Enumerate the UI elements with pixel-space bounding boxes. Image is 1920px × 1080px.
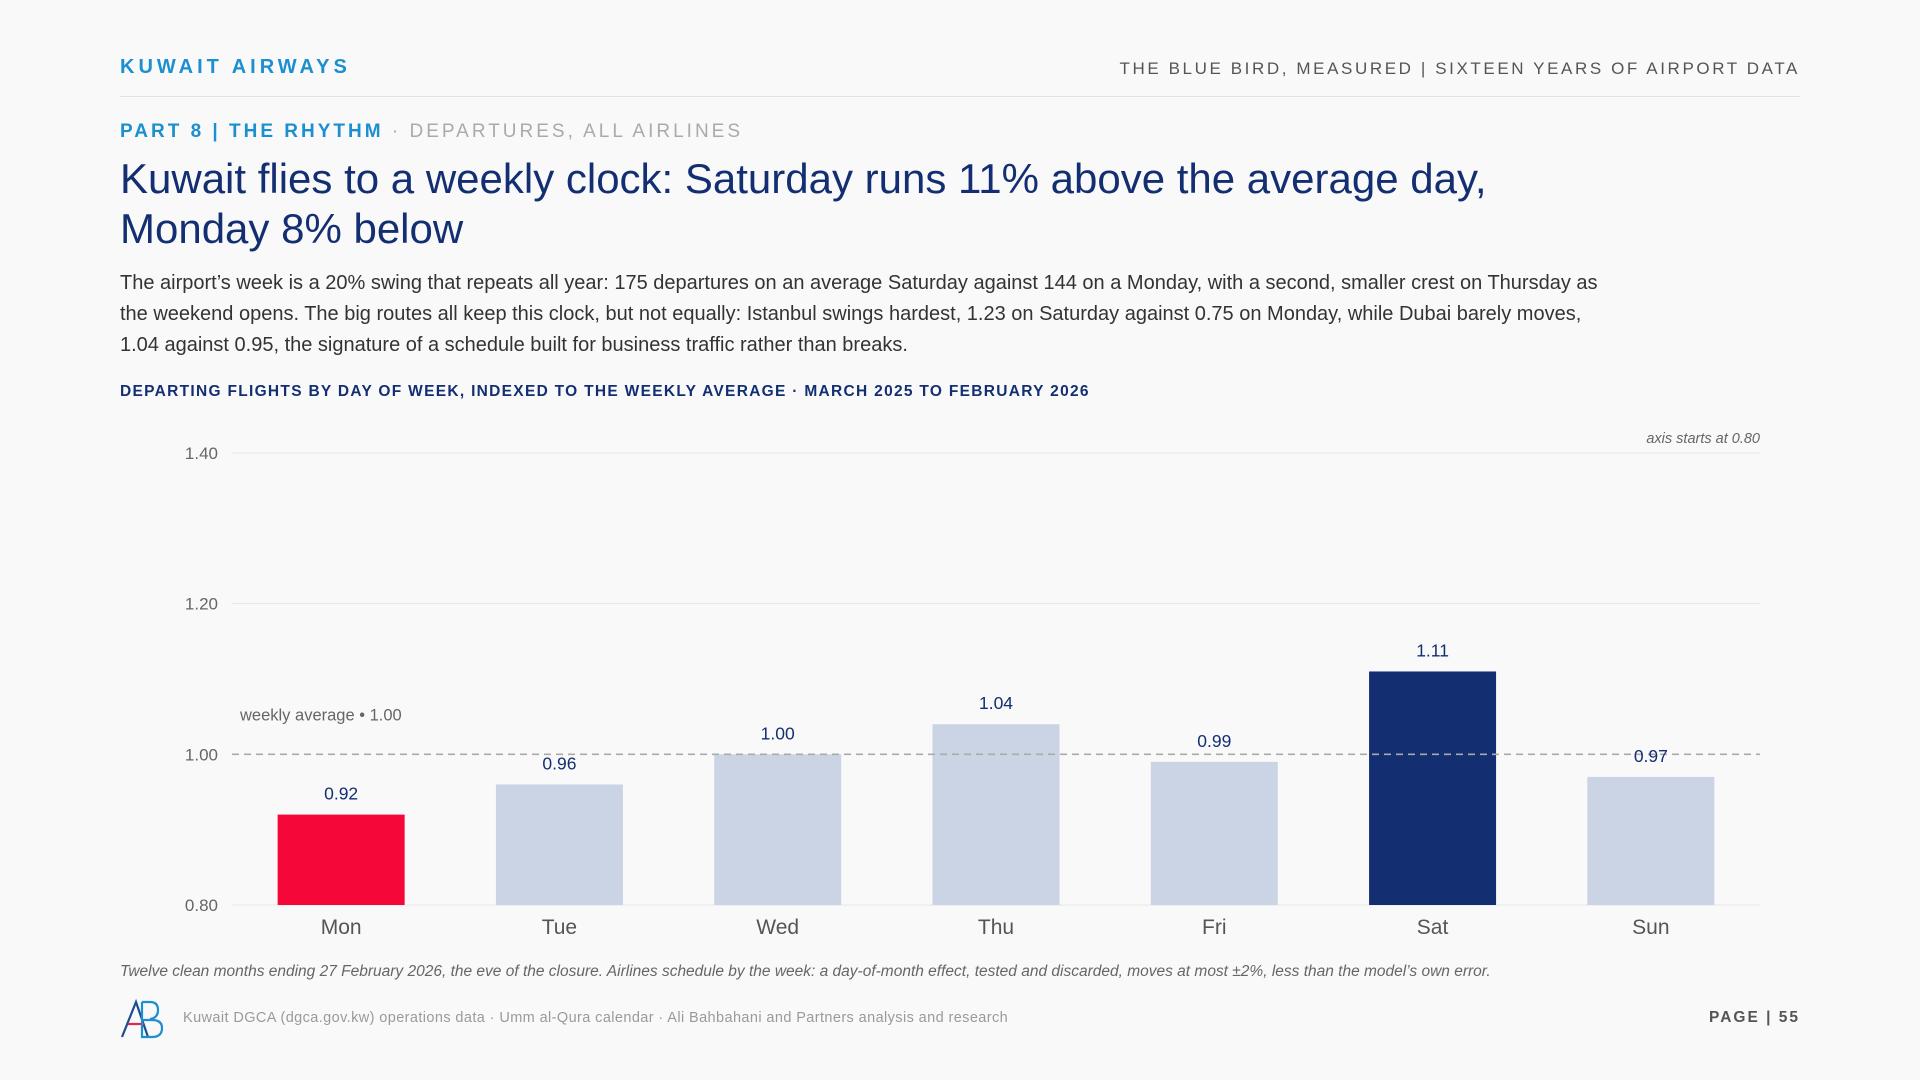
eyebrow-separator: · <box>383 121 410 142</box>
page-header: KUWAIT AIRWAYS THE BLUE BIRD, MEASURED |… <box>120 52 1800 97</box>
bar-mon <box>277 814 405 905</box>
value-label: 0.92 <box>324 784 358 804</box>
x-tick-label: Tue <box>542 916 577 939</box>
value-label: 0.97 <box>1634 746 1668 766</box>
deck-paragraph: The airport’s week is a 20% swing that r… <box>120 272 1598 356</box>
bar-tue <box>495 784 623 905</box>
series-title: THE BLUE BIRD, MEASURED | SIXTEEN YEARS … <box>1119 59 1800 78</box>
y-tick-label: 1.40 <box>185 444 218 463</box>
chart-bars <box>277 671 1715 905</box>
value-label: 0.99 <box>1197 731 1231 751</box>
x-tick-label: Sun <box>1632 916 1669 939</box>
x-tick-label: Wed <box>756 916 799 939</box>
x-tick-label: Fri <box>1202 916 1227 939</box>
x-tick-label: Thu <box>978 916 1014 939</box>
y-tick-label: 0.80 <box>185 896 218 915</box>
bar-wed <box>714 754 842 905</box>
chart-labels: 0.80 1.00 1.20 1.40 axis starts at 0.80 0.92 M… <box>185 431 1760 939</box>
bar-sun <box>1587 776 1715 905</box>
x-tick-label: Mon <box>321 916 362 939</box>
axis-note: axis starts at 0.80 <box>1646 431 1760 447</box>
source-note: Kuwait DGCA (dgca.gov.kw) operations dat… <box>183 1010 1009 1026</box>
value-label: 1.04 <box>979 693 1013 713</box>
section-eyebrow: PART 8 | THE RHYTHM · DEPARTURES, ALL AI… <box>120 121 743 143</box>
x-tick-label: Sat <box>1417 916 1449 939</box>
page-number-value: 55 <box>1778 1009 1800 1026</box>
brand-name: KUWAIT AIRWAYS <box>120 56 351 78</box>
section-part: PART 8 | THE RHYTHM <box>120 121 384 142</box>
headline: Kuwait flies to a weekly clock: Saturday… <box>120 155 1487 252</box>
value-label: 1.11 <box>1416 640 1449 660</box>
y-tick-label: 1.00 <box>185 745 218 764</box>
ab-logo-icon <box>120 998 164 1044</box>
page-number: PAGE | 55 <box>1709 1009 1800 1027</box>
chart-title: DEPARTING FLIGHTS BY DAY OF WEEK, INDEXE… <box>120 383 1090 400</box>
weekly-average-label: weekly average • 1.00 <box>239 706 402 724</box>
bar-fri <box>1150 761 1278 905</box>
chart-footnote: Twelve clean months ending 27 February 2… <box>120 963 1491 980</box>
page-label: PAGE | <box>1709 1009 1779 1026</box>
bar-sat <box>1369 671 1497 905</box>
section-subtitle: DEPARTURES, ALL AIRLINES <box>409 121 744 142</box>
value-label: 1.00 <box>761 723 795 743</box>
y-tick-label: 1.20 <box>185 595 218 614</box>
bar-thu <box>932 724 1060 905</box>
value-label: 0.96 <box>542 753 576 773</box>
